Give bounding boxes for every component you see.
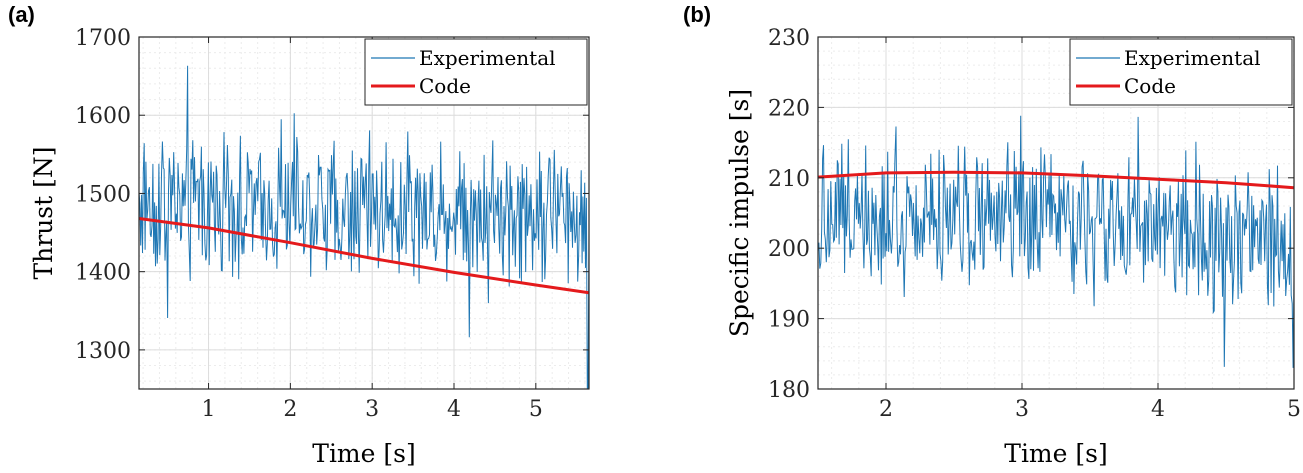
x-tick-label: 5 (1287, 397, 1301, 422)
x-tick-label: 1 (202, 397, 216, 422)
legend: Experimental Code (364, 38, 588, 106)
series-experimental-line (139, 65, 589, 389)
y-tick-label: 220 (768, 96, 810, 121)
panel-letter: (b) (683, 2, 711, 27)
x-tick-label: 4 (447, 397, 461, 422)
x-axis-label: Time [s] (312, 439, 415, 468)
y-tick-label: 1300 (75, 339, 131, 364)
y-tick-label: 1500 (75, 182, 131, 207)
legend-label: Experimental (419, 46, 556, 70)
axes-frame (138, 36, 590, 390)
y-tick-label: 230 (768, 26, 810, 51)
chart-panel-2: (b) 2 3 4 5 180 190 200 210 220 230 Time [s] Specifi… (683, 2, 1301, 468)
y-axis-label: Specific impulse [s] (725, 89, 754, 337)
x-axis-label: Time [s] (1004, 439, 1107, 468)
y-tick-label: 200 (768, 237, 810, 262)
axes-frame (817, 36, 1295, 390)
x-tick-label: 4 (1151, 397, 1165, 422)
y-tick-label: 1400 (75, 261, 131, 286)
series-code-line (139, 217, 589, 295)
y-tick-label: 190 (768, 308, 810, 333)
x-tick-label: 5 (529, 397, 543, 422)
legend: Experimental Code (1069, 38, 1293, 106)
x-tick-label: 3 (365, 397, 379, 422)
x-tick-label: 2 (879, 397, 893, 422)
series-code-line (818, 170, 1294, 190)
legend-box (1069, 38, 1293, 106)
y-tick-label: 1700 (75, 26, 131, 51)
y-tick-label: 210 (768, 167, 810, 192)
legend-box (364, 38, 588, 106)
x-tick-label: 2 (283, 397, 297, 422)
panel-letter: (a) (8, 2, 35, 27)
legend-label: Code (419, 74, 471, 98)
legend-label: Experimental (1124, 46, 1261, 70)
y-tick-label: 1600 (75, 104, 131, 129)
x-tick-label: 3 (1015, 397, 1029, 422)
chart-panel-1: (a) 1 2 3 4 5 1300 1400 1500 1600 1700 Time [s] Thru… (8, 2, 590, 468)
y-tick-label: 180 (768, 378, 810, 403)
y-axis-label: Thrust [N] (29, 146, 58, 279)
legend-label: Code (1124, 74, 1176, 98)
series-experimental-line (818, 115, 1294, 368)
